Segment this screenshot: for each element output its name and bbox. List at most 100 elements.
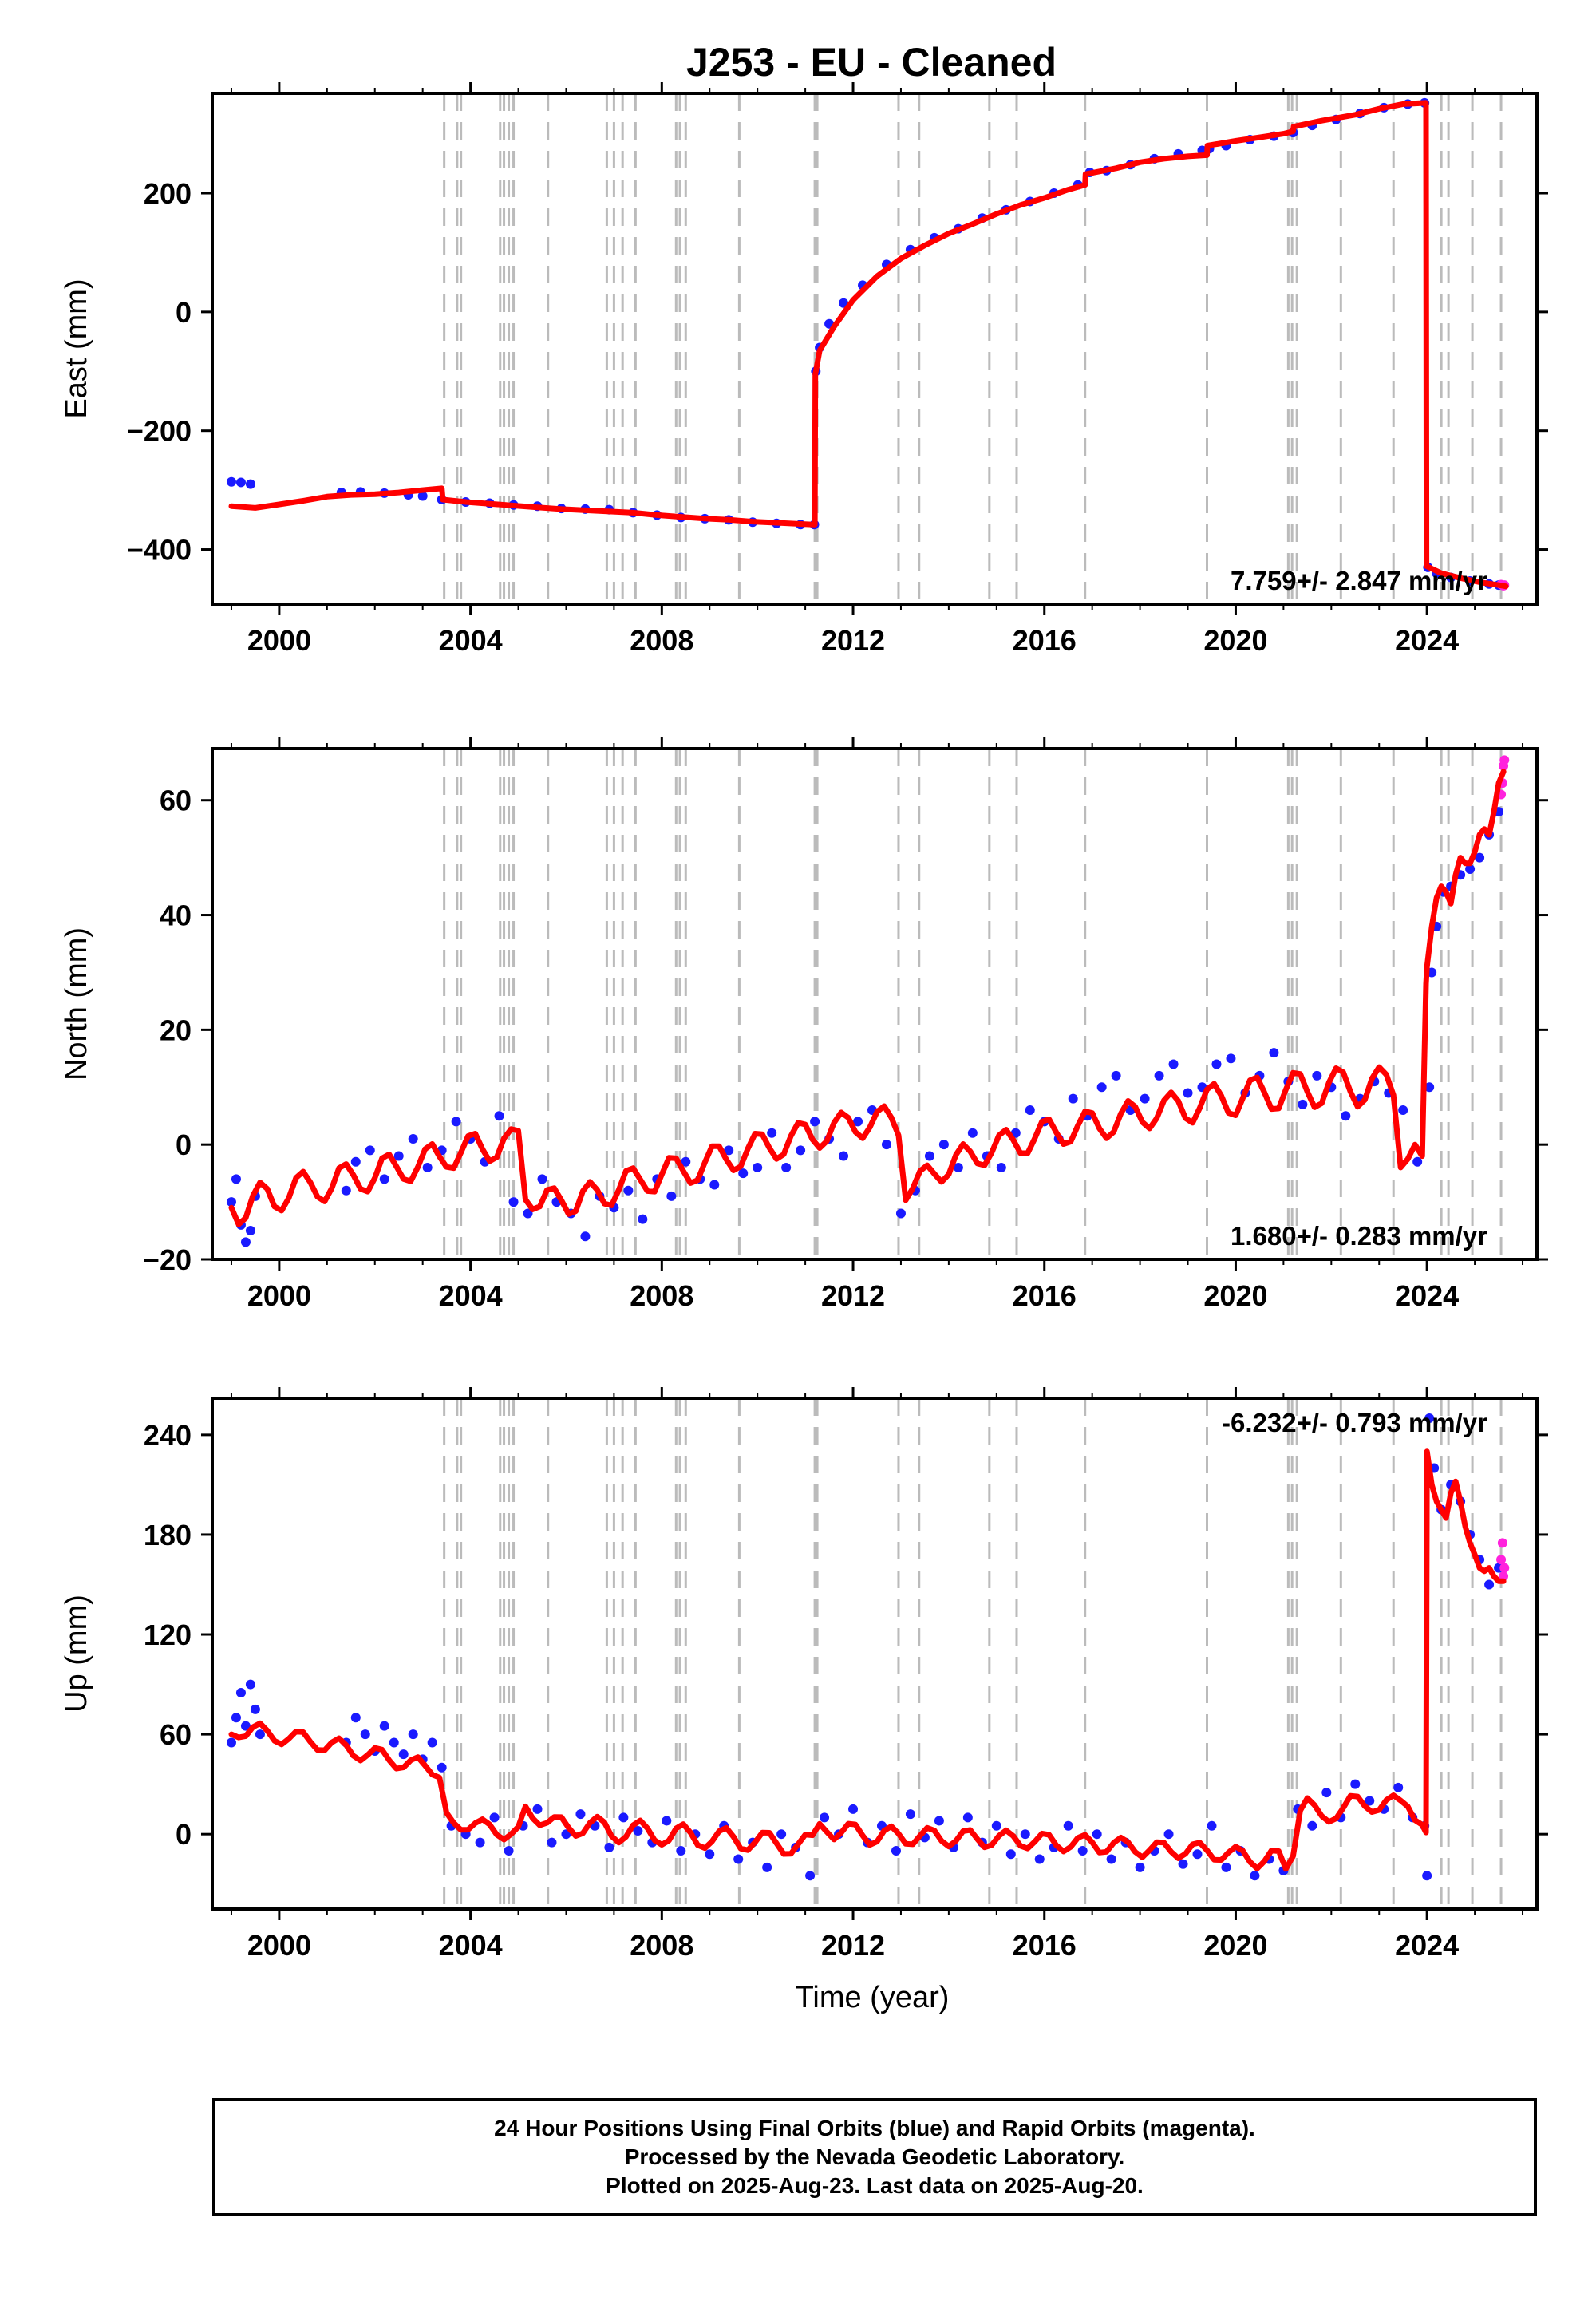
x-tick-label: 2020 (1203, 1929, 1267, 1962)
final-orbit-point (537, 1174, 547, 1184)
final-orbit-point (1341, 1111, 1351, 1121)
x-tick-label: 2012 (821, 1279, 885, 1312)
axes-frame (211, 747, 1539, 1261)
plot-area (226, 93, 1510, 604)
final-orbit-point (365, 1145, 375, 1156)
final-orbit-point (379, 1174, 389, 1184)
final-orbit-point (1154, 1070, 1164, 1081)
x-tick-label: 2008 (630, 1929, 693, 1962)
final-orbit-point (1005, 1849, 1016, 1860)
x-tick-label: 2008 (630, 1279, 693, 1312)
final-orbit-point (417, 491, 428, 501)
final-orbit-point (996, 1162, 1006, 1172)
north-panel: 2000 2004 2008 2012 2016 2020 2024 −20 0 20 40 60 No… (60, 737, 1548, 1312)
x-tick-label: 2000 (247, 1279, 311, 1312)
final-orbit-point (1168, 1059, 1179, 1069)
final-orbit-point (1192, 1849, 1203, 1860)
rapid-orbit-point (1499, 1563, 1510, 1573)
final-orbit-point (255, 1729, 265, 1740)
x-tick-label: 2024 (1395, 624, 1459, 657)
x-tick-label: 2024 (1395, 1279, 1459, 1312)
footer-line-3: Plotted on 2025-Aug-23. Last data on 202… (606, 2173, 1144, 2198)
final-orbit-point (408, 1729, 418, 1740)
y-tick-label: −400 (127, 534, 192, 567)
final-orbit-point (1025, 1105, 1035, 1116)
y-tick-label: 0 (176, 1128, 192, 1161)
x-tick-label: 2012 (821, 624, 885, 657)
final-orbit-point (1092, 1829, 1102, 1840)
final-orbit-point (1269, 1048, 1279, 1058)
final-orbit-point (489, 1812, 500, 1823)
final-orbit-point (245, 479, 255, 489)
final-orbit-point (1350, 1779, 1361, 1789)
final-orbit-point (240, 1237, 251, 1247)
x-tick-label: 2000 (247, 624, 311, 657)
final-orbit-point (547, 1837, 557, 1848)
final-orbit-point (848, 1804, 859, 1814)
final-orbit-point (1140, 1093, 1150, 1104)
final-orbit-point (231, 1713, 241, 1723)
y-axis-label: North (mm) (60, 927, 93, 1081)
y-tick-label: 60 (160, 785, 192, 817)
final-orbit-point (796, 1145, 806, 1156)
model-fit-line (228, 100, 1509, 590)
final-orbit-point (250, 1704, 260, 1714)
y-tick-label: 60 (160, 1718, 192, 1751)
final-orbit-point (738, 1168, 749, 1179)
final-orbit-point (523, 1208, 533, 1219)
final-orbit-point (991, 1820, 1001, 1831)
final-orbit-point (924, 1151, 934, 1161)
final-orbit-point (393, 1151, 404, 1161)
final-orbit-point (676, 1846, 686, 1856)
final-orbit-point (681, 1156, 691, 1167)
final-orbit-point (575, 1809, 586, 1820)
y-tick-label: 40 (160, 899, 192, 932)
y-tick-label: 240 (144, 1419, 192, 1452)
y-axis-label: East (mm) (60, 279, 93, 418)
final-orbit-point (1020, 1829, 1030, 1840)
final-orbit-point (1393, 1782, 1404, 1792)
y-tick-label: −200 (127, 415, 192, 448)
final-orbit-point (580, 1231, 591, 1242)
final-orbit-point (905, 1809, 915, 1820)
final-orbit-point (724, 1145, 734, 1156)
plot-area (226, 749, 1510, 1259)
footer-line-1: 24 Hour Positions Using Final Orbits (bl… (494, 2116, 1255, 2140)
axes-frame (211, 92, 1539, 606)
final-orbit-point (638, 1214, 648, 1224)
final-orbit-point (767, 1128, 777, 1138)
x-tick-label: 2016 (1013, 1279, 1077, 1312)
x-tick-label: 2024 (1395, 1929, 1459, 1962)
final-orbit-point (475, 1837, 485, 1848)
y-tick-label: 0 (176, 1818, 192, 1851)
final-orbit-point (1424, 1082, 1435, 1093)
final-orbit-point (895, 1208, 906, 1219)
final-orbit-point (962, 1812, 973, 1823)
final-orbit-point (226, 1197, 236, 1207)
final-orbit-point (633, 1826, 643, 1836)
rate-annotation: -6.232+/- 0.793 mm/yr (1222, 1408, 1487, 1437)
final-orbit-point (1398, 1105, 1408, 1116)
final-orbit-point (508, 1197, 519, 1207)
final-orbit-point (245, 1226, 255, 1236)
axes-frame (211, 1397, 1539, 1911)
final-orbit-point (451, 1117, 461, 1127)
final-orbit-point (231, 1174, 241, 1184)
final-orbit-point (398, 1749, 409, 1760)
final-orbit-point (839, 1151, 849, 1161)
y-tick-label: 0 (176, 296, 192, 329)
final-orbit-point (934, 1816, 944, 1826)
final-orbit-point (891, 1846, 901, 1856)
x-tick-label: 2020 (1203, 1279, 1267, 1312)
final-orbit-point (1412, 1156, 1423, 1167)
final-orbit-point (226, 476, 236, 487)
final-orbit-point (360, 1729, 370, 1740)
final-orbit-point (494, 1111, 504, 1121)
final-orbit-point (240, 1721, 251, 1731)
final-orbit-point (1077, 1846, 1088, 1856)
y-tick-label: 120 (144, 1618, 192, 1651)
final-orbit-point (1111, 1070, 1121, 1081)
final-orbit-point (853, 1117, 863, 1127)
model-fit-line (228, 769, 1507, 1227)
